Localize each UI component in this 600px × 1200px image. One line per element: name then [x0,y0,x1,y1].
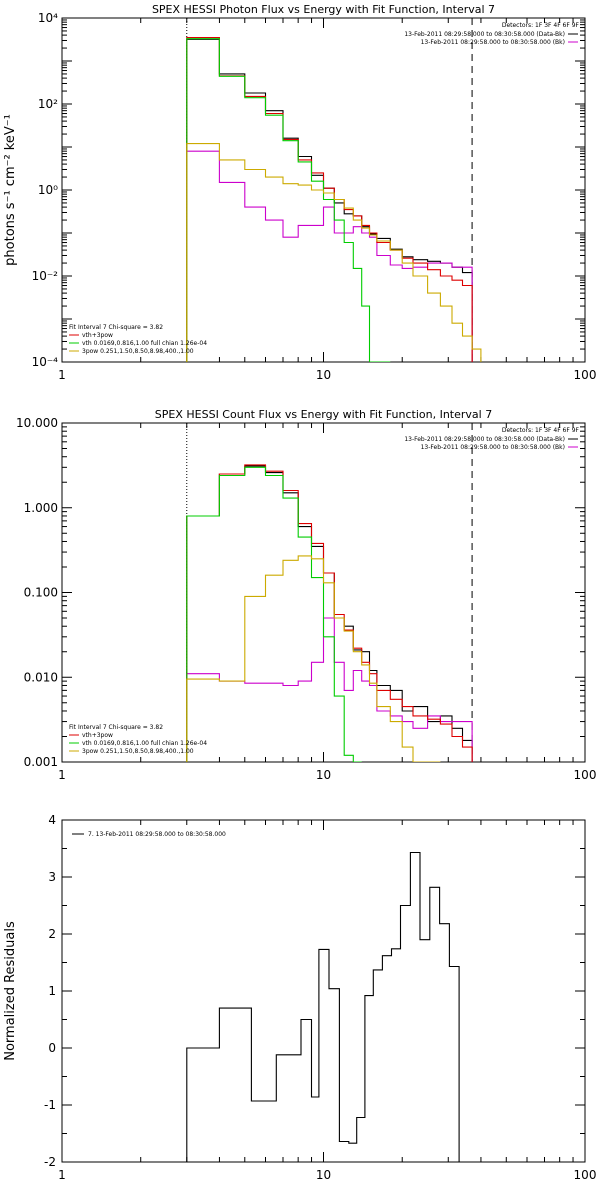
legend-left-entry: 3pow 0.251,1.50,8.50,8.98,400.,1.00 [82,748,194,755]
plot-frame [61,819,586,1163]
y-tick-label: 0.100 [24,586,58,600]
x-tick-label: 10 [316,368,331,382]
legend-fit-header: Fit Interval 7 Chi-square = 3.82 [69,724,163,731]
y-tick-label: 0.010 [24,670,58,684]
y-axis-label: Normalized Residuals [3,921,18,1061]
legend-left-entry: vth 0.0169,0.816,1.00 full chian 1.26e-0… [82,340,207,347]
chart-title: SPEX HESSI Photon Flux vs Energy with Fi… [152,3,495,16]
x-tick-label: 100 [574,368,597,382]
series-vth-3pow [186,464,473,762]
y-tick-label: -1 [44,1098,56,1112]
legend-detectors: Detectors: 1F 3F 4F 6F 9F [502,427,580,434]
x-tick-label: 1 [58,768,66,782]
y-tick-label: 3 [48,870,56,884]
chart-panel-3: 1 10 100 -2 -1 0 1 2 3 4 Normalized Residuals 7. 13… [3,813,596,1182]
y-tick-label: 0.001 [24,755,58,769]
series-data-bk [186,465,473,762]
legend-detectors: Detectors: 1F 3F 4F 6F 9F [502,22,580,29]
x-tick-label: 1 [58,1168,66,1182]
legend-left-entry: vth 0.0169,0.816,1.00 full chian 1.26e-0… [82,740,207,747]
y-tick-label: 4 [48,813,56,827]
y-tick-label: 0 [48,1041,56,1055]
legend-right-entry: 13-Feb-2011 08:29:58.000 to 08:30:58.000… [404,31,565,38]
y-tick-label: -2 [44,1155,56,1169]
series-3pow [186,143,482,362]
legend-right-entry: 13-Feb-2011 08:29:58.000 to 08:30:58.000… [404,436,565,443]
series-bk [186,617,473,762]
legend-fit-header: Fit Interval 7 Chi-square = 3.82 [69,324,163,331]
chart-panel-1: SPEX HESSI Photon Flux vs Energy with Fi… [3,3,596,382]
series-vth-3pow [186,37,473,362]
series-residuals [186,851,469,1162]
series-vth [186,38,391,362]
y-axis-label: photons s⁻¹ cm⁻² keV⁻¹ [3,114,18,266]
y-tick-label: 10⁻² [32,269,59,283]
y-tick-label: 10⁰ [38,183,58,197]
legend-left-entry: vth+3pow [82,332,113,339]
legend-right-entry: 13-Feb-2011 08:29:58.000 to 08:30:58.000… [421,39,565,46]
y-tick-label: 1 [48,984,56,998]
x-tick-label: 1 [58,368,66,382]
y-tick-label: 10⁴ [38,11,58,25]
legend-left-entry: 3pow 0.251,1.50,8.50,8.98,400.,1.00 [82,348,194,355]
series-data-bk [186,38,473,362]
legend-right-entry: 13-Feb-2011 08:29:58.000 to 08:30:58.000… [421,444,565,451]
x-tick-label: 100 [574,1168,597,1182]
y-tick-label: 10⁻⁴ [32,355,59,369]
y-tick-label: 1.000 [24,501,58,515]
y-tick-label: 10.000 [16,416,58,430]
chart-title: SPEX HESSI Count Flux vs Energy with Fit… [155,408,492,421]
series-bk [186,150,473,362]
legend-left-entry: vth+3pow [82,732,113,739]
series-3pow [186,555,441,762]
x-tick-label: 10 [316,1168,331,1182]
series-vth [186,466,362,762]
y-tick-label: 10² [38,97,58,111]
y-tick-label: 2 [48,927,56,941]
chart-panel-2: SPEX HESSI Count Flux vs Energy with Fit… [16,408,596,782]
legend-left-entry: 7. 13-Feb-2011 08:29:58.000 to 08:30:58.… [88,831,226,838]
x-tick-label: 100 [574,768,597,782]
x-tick-label: 10 [316,768,331,782]
